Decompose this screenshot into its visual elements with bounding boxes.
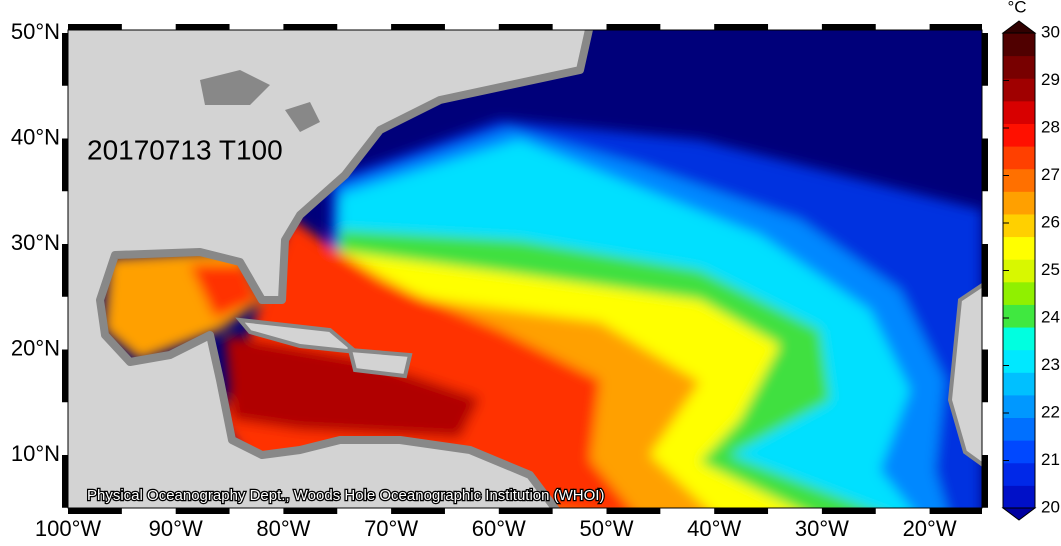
colorbar-segment: [1003, 304, 1035, 328]
colorbar-segment: [1003, 191, 1035, 215]
lon-label: 20°W: [903, 516, 957, 541]
colorbar-segment: [1003, 372, 1035, 396]
colorbar-tick-label: 23: [1041, 355, 1060, 374]
lat-label: 20°N: [11, 335, 60, 360]
lon-label: 90°W: [149, 516, 203, 541]
lon-label: 40°W: [687, 516, 741, 541]
colorbar-segment: [1003, 168, 1035, 192]
colorbar-segment: [1003, 417, 1035, 441]
colorbar-segment: [1003, 236, 1035, 260]
temp-zone: [225, 335, 480, 438]
colorbar-segment: [1003, 100, 1035, 124]
lon-label: 70°W: [364, 516, 418, 541]
colorbar-tick-label: 24: [1041, 307, 1060, 326]
colorbar-segment: [1003, 462, 1035, 486]
colorbar-segment: [1003, 327, 1035, 351]
colorbar-segment: [1003, 259, 1035, 283]
colorbar-tick-label: 28: [1041, 117, 1060, 136]
colorbar-tick-label: 26: [1041, 212, 1060, 231]
land-lakes: [200, 70, 320, 132]
temp-zone: [220, 218, 630, 508]
lon-label: 80°W: [256, 516, 310, 541]
map-area: [68, 30, 982, 508]
colorbar-tick-label: 20: [1041, 497, 1060, 516]
colorbar-segment: [1003, 394, 1035, 419]
colorbar-tick-label: 27: [1041, 165, 1060, 184]
colorbar-segment: [1003, 349, 1035, 373]
lon-label: 60°W: [472, 516, 526, 541]
colorbar-segment: [1003, 146, 1035, 170]
temperature-field: [104, 120, 982, 508]
map-frame: [62, 24, 988, 514]
colorbar-segment: [1003, 33, 1035, 57]
colorbar-tick-label: 22: [1041, 402, 1060, 421]
colorbar-segment: [1003, 55, 1035, 79]
temp-zone: [190, 265, 258, 318]
lon-label: 30°W: [795, 516, 849, 541]
colorbar-high: [1001, 20, 1037, 34]
colorbar-low: [1001, 507, 1037, 521]
colorbar-segment: [1003, 78, 1035, 102]
lat-label: 30°N: [11, 230, 60, 255]
date-label: 20170713 T100: [87, 134, 283, 165]
colorbar-segment: [1003, 213, 1035, 238]
land-america: [68, 30, 593, 508]
colorbar-segment: [1003, 123, 1035, 147]
generated: 50°N 40°N 30°N 20°N 10°N 100°W 90°W 80°W 70°W 60°…: [11, 19, 1060, 541]
lat-label: 10°N: [11, 441, 60, 466]
colorbar-unit: °C: [1007, 0, 1026, 16]
lat-label: 40°N: [11, 124, 60, 149]
credit: Physical Oceanography Dept., Woods Hole …: [87, 487, 604, 504]
colorbar-tick-label: 29: [1041, 70, 1060, 89]
colorbar-tick-label: 21: [1041, 450, 1060, 469]
lon-label: 50°W: [579, 516, 633, 541]
land-cuba: [235, 317, 363, 355]
colorbar-tick-label: 30: [1041, 22, 1060, 41]
colorbar-segment: [1003, 440, 1035, 464]
lat-label: 50°N: [11, 19, 60, 44]
colorbar-tick-label: 25: [1041, 260, 1060, 279]
colorbar-segment: [1003, 485, 1035, 509]
land-hispaniola: [347, 347, 413, 379]
lon-label: 100°W: [35, 516, 102, 541]
colorbar-segment: [1003, 281, 1035, 305]
land-africa: [947, 282, 982, 467]
